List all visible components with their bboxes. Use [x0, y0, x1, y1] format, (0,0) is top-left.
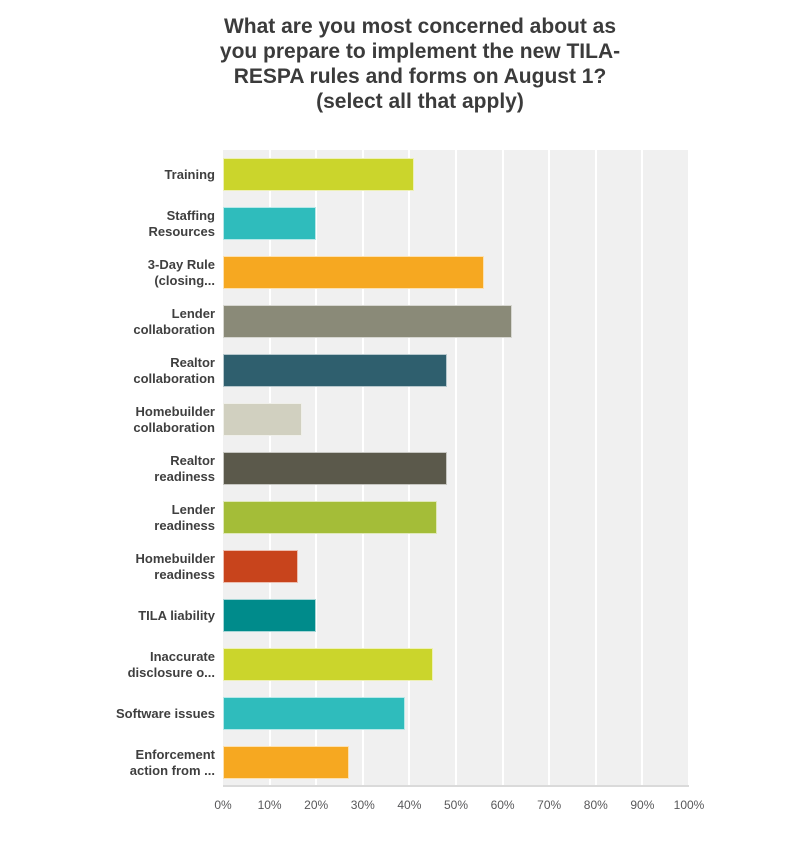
x-tick-80: 80% — [583, 798, 608, 812]
category-label-homebuilder-readiness: Homebuilder readiness — [40, 542, 215, 591]
x-tick-70: 70% — [537, 798, 562, 812]
category-label-realtor-collaboration: Realtor collaboration — [40, 346, 215, 395]
category-label-line: Training — [164, 166, 215, 182]
bar-homebuilder-collaboration — [223, 403, 303, 436]
category-label-line: collaboration — [133, 419, 215, 435]
chart-title: What are you most concerned about as you … — [90, 14, 750, 114]
gridline-100pct — [688, 150, 690, 785]
category-label-inaccurate-disclosure-o: Inaccurate disclosure o... — [40, 640, 215, 689]
category-label-line: TILA liability — [138, 607, 215, 623]
x-tick-100: 100% — [673, 798, 705, 812]
x-tick-20: 20% — [304, 798, 329, 812]
bar-tila-liability — [223, 599, 317, 632]
x-tick-30: 30% — [350, 798, 375, 812]
category-label-line: Lender — [171, 305, 215, 321]
gridline-60pct — [501, 150, 504, 785]
category-label-software-issues: Software issues — [40, 689, 215, 738]
category-label-homebuilder-collaboration: Homebuilder collaboration — [40, 395, 215, 444]
chart-title-line: RESPA rules and forms on August 1? — [233, 65, 607, 88]
bar-3-day-rule-closing — [223, 256, 484, 289]
bar-realtor-collaboration — [223, 354, 447, 387]
category-label-line: readiness — [154, 468, 215, 484]
category-label-staffing-resources: Staffing Resources — [40, 199, 215, 248]
category-label-line: Lender — [171, 501, 215, 517]
gridline-80pct — [594, 150, 597, 785]
x-axis: 0% 10% 20% 30% 40% 50% 60% 70% 80% 90% 100% — [214, 798, 704, 818]
category-label-lender-readiness: Lender readiness — [40, 493, 215, 542]
gridline-70pct — [548, 150, 551, 785]
plot-area — [223, 150, 690, 787]
bar-realtor-readiness — [223, 452, 447, 485]
category-label-line: (closing... — [154, 272, 215, 288]
bar-software-issues — [223, 697, 405, 730]
x-tick-90: 90% — [630, 798, 655, 812]
category-label-line: Homebuilder — [135, 550, 215, 566]
x-tick-40: 40% — [397, 798, 422, 812]
bar-enforcement-action-from — [223, 746, 349, 779]
category-label-lender-collaboration: Lender collaboration — [40, 297, 215, 346]
bar-homebuilder-readiness — [223, 550, 298, 583]
category-label-line: Software issues — [116, 705, 215, 721]
bar-staffing-resources — [223, 207, 317, 240]
bar-training — [223, 158, 415, 191]
category-label-line: Realtor — [170, 452, 215, 468]
category-label-training: Training — [40, 150, 215, 199]
category-label-realtor-readiness: Realtor readiness — [40, 444, 215, 493]
category-label-line: readiness — [154, 517, 215, 533]
chart-title-line: you prepare to implement the new TILA- — [219, 40, 621, 63]
category-label-line: Enforcement — [135, 746, 215, 762]
category-label-line: Staffing — [166, 207, 215, 223]
chart-title-line: (select all that apply) — [316, 90, 524, 113]
bar-inaccurate-disclosure-o — [223, 648, 433, 681]
category-label-line: Resources — [148, 223, 215, 239]
x-tick-60: 60% — [490, 798, 515, 812]
x-tick-50: 50% — [443, 798, 469, 812]
x-tick-10: 10% — [257, 798, 282, 812]
category-label-tila-liability: TILA liability — [40, 591, 215, 640]
gridline-50pct — [455, 150, 457, 785]
category-label-3-day-rule-closing: 3-Day Rule (closing... — [40, 248, 215, 297]
chart-title-line: What are you most concerned about as — [223, 15, 617, 38]
x-tick-0: 0% — [214, 798, 232, 812]
category-label-line: collaboration — [133, 321, 215, 337]
category-label-line: readiness — [154, 566, 215, 582]
category-label-line: Realtor — [170, 354, 215, 370]
gridline-90pct — [641, 150, 644, 785]
bar-lender-collaboration — [223, 305, 512, 338]
category-label-line: Homebuilder — [135, 403, 215, 419]
category-label-line: Inaccurate — [149, 648, 215, 664]
category-label-line: disclosure o... — [127, 664, 215, 680]
category-label-line: action from ... — [129, 762, 215, 778]
category-label-line: 3-Day Rule — [147, 256, 215, 272]
bar-lender-readiness — [223, 501, 438, 534]
category-label-line: collaboration — [133, 370, 215, 386]
category-label-enforcement-action-from: Enforcement action from ... — [40, 738, 215, 787]
